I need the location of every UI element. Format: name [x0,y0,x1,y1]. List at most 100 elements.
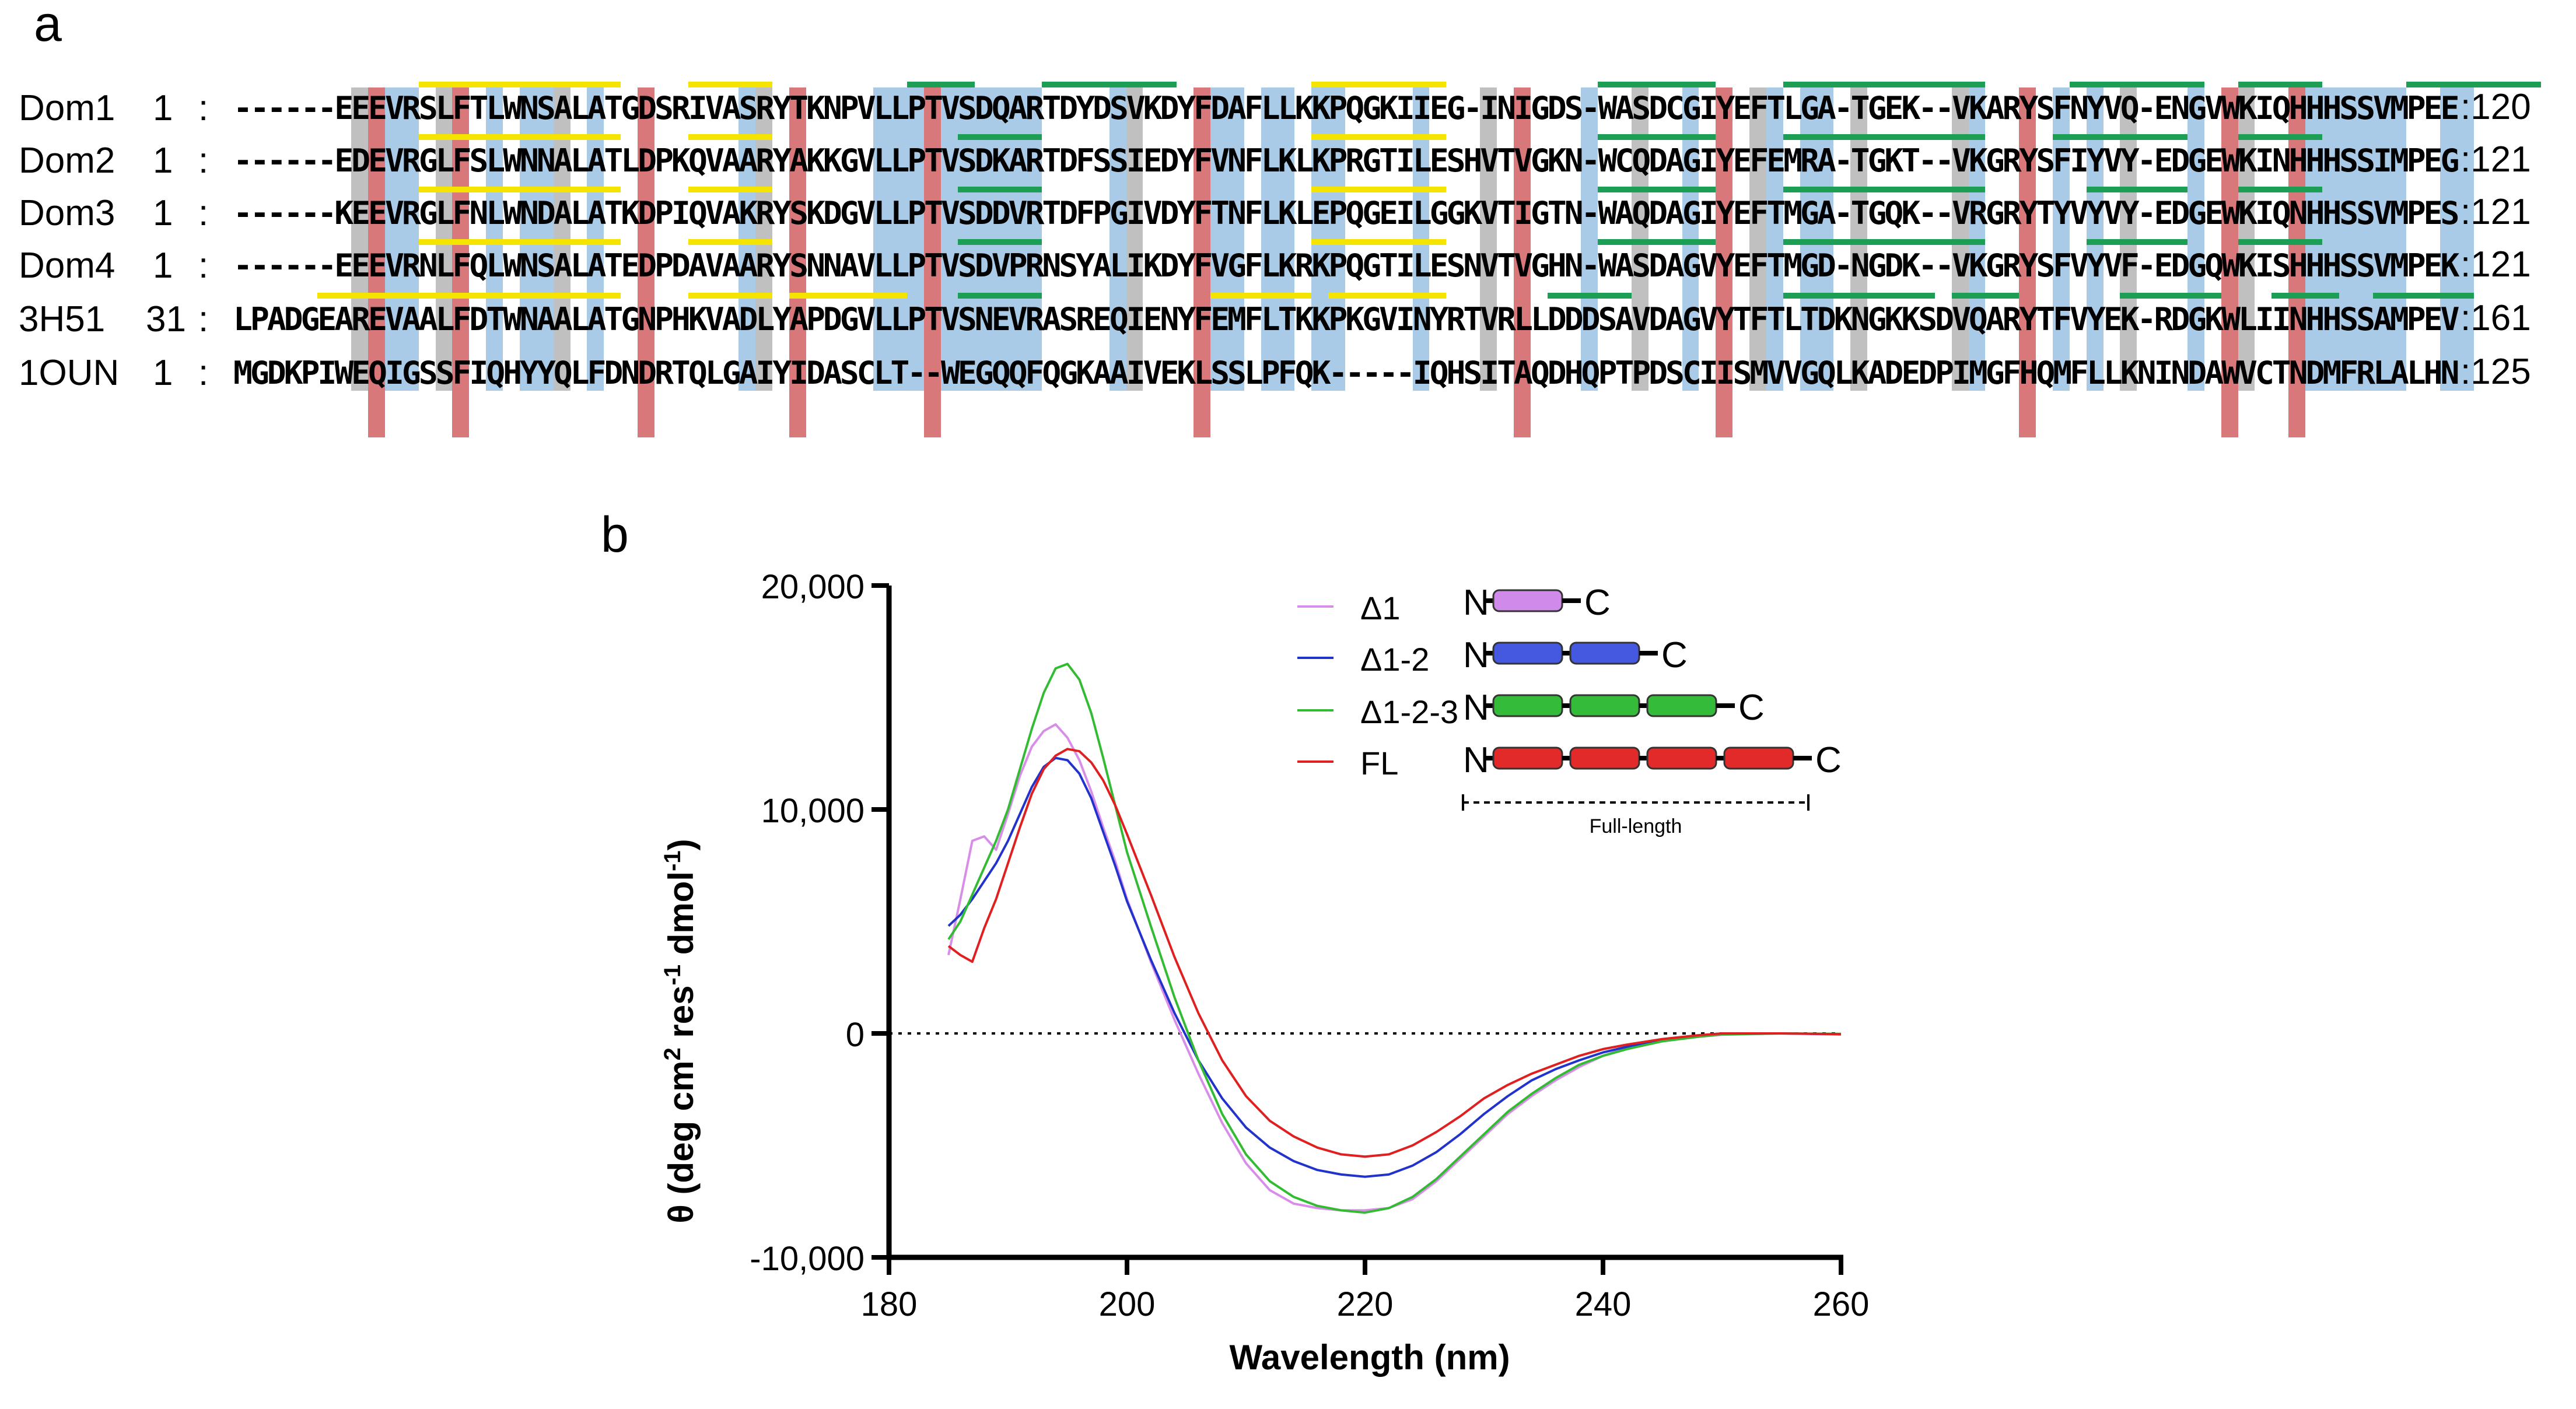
sequence-end: :161 [2460,298,2531,338]
y-axis-label-sup: 2 [660,1047,685,1060]
domain-block [1492,642,1563,665]
domain-block [1569,746,1640,770]
chart-labels: Wavelength (nm) θ (deg cm2 res-1 dmol-1) [660,839,1510,1377]
helix-bar [317,293,621,299]
series-line [947,756,1842,1178]
sequence-start: 1 [153,88,173,128]
sequence-name: Dom4 [19,246,116,286]
helix-bar [418,82,621,87]
x-tick-label: 240 [1575,1285,1632,1323]
helix-bar [688,187,773,192]
strand-bar [1783,187,1986,192]
x-tick-label: 260 [1813,1285,1870,1323]
helix-bar [1311,134,1447,140]
strand-bar [957,293,1042,299]
conservation-column [452,87,470,437]
strand-bar [2238,134,2322,140]
x-axis-label: Wavelength (nm) [1229,1338,1510,1377]
y-axis-label-sup: -1 [660,965,685,986]
domain-block [1646,694,1717,717]
sequence-colon: : [198,88,209,128]
strand-bar [957,239,1042,245]
sequence-residues: ------EEEVRNLFQLWNSALATEDPDAVAARYSNNAVLL… [233,247,2459,284]
conservation-column [2187,87,2204,391]
chart-legend: Δ1 Δ1-2 Δ1-2-3 FL [1297,590,1458,781]
sequence-end: :120 [2460,87,2531,127]
sequence-start: 1 [153,193,173,233]
conservation-column [1716,87,1733,437]
sequence-name: Dom3 [19,193,116,233]
sequence-name: Dom1 [19,88,116,128]
conservation-column [2221,87,2238,437]
sequence-end: :121 [2460,192,2531,232]
helix-bar [688,134,773,140]
sequence-colon: : [198,299,209,339]
helix-bar [418,239,621,245]
conservation-column [368,87,385,437]
sequence-start: 1 [153,246,173,286]
legend-label: Δ1-2-3 [1360,693,1458,730]
strand-bar [1783,134,1986,140]
sequence-start: 1 [153,141,173,181]
sequence-name: 1OUN [19,353,120,393]
domain-block [1569,642,1640,665]
series-line [947,663,1842,1214]
strand-bar [2372,293,2474,299]
conservation-column [1581,87,1598,391]
strand-bar [2406,82,2542,87]
conservation-column [1480,87,1497,391]
y-axis-label-theta: θ [662,1204,701,1223]
strand-bar [957,187,1042,192]
strand-bar [1598,82,1716,87]
c-terminus-label: C [1584,583,1611,623]
strand-bar [1042,82,1177,87]
domain-block [1492,589,1563,612]
y-tick-label: 0 [846,1016,864,1054]
c-terminus-label: C [1661,635,1688,675]
sequence-residues: LPADGEAREVAALFDTWNAALATGNPHKVADLYAPDGVLL… [233,301,2459,338]
conservation-column [1766,87,1783,391]
helix-bar [418,134,621,140]
conservation-column [1261,87,1295,391]
x-tick-label: 180 [861,1285,918,1323]
strand-bar [2238,82,2322,87]
helix-bar [688,293,773,299]
helix-bar [688,82,773,87]
strand-bar [2052,134,2188,140]
sequence-residues: MGDKPIWEQIGSSFIQHYYQLFDNDRTQLGAIYIDASCLT… [233,355,2459,391]
c-terminus-label: C [1738,688,1765,728]
sequence-colon: : [198,141,209,181]
helix-bar [418,187,621,192]
conservation-column [1210,87,1244,391]
strand-bar [2238,187,2322,192]
conservation-column [2305,87,2407,391]
series-line [947,748,1842,1158]
sequence-end: :125 [2460,352,2531,392]
series-line [947,723,1842,1212]
sequence-end: :121 [2460,139,2531,180]
strand-bar [1598,134,1716,140]
conservation-column [1194,87,1210,437]
sequence-colon: : [198,353,209,393]
sequence-residues: ------KEEVRGLFNLWNDALATKDPIQVAKRYSKDGVLL… [233,195,2459,232]
domain-block [1723,746,1794,770]
legend-label: FL [1360,745,1398,781]
strand-bar [1783,239,1986,245]
conservation-column [873,87,925,391]
conservation-column [924,87,941,437]
strand-bar [2120,293,2221,299]
y-axis-label-sup: -1 [660,850,685,871]
conservation-column [2288,87,2306,437]
helix-bar [1311,187,1447,192]
conservation-column [2440,87,2474,391]
helix-bar [1311,239,1447,245]
helix-bar [1311,82,1447,87]
domain-block [1492,694,1563,717]
sequence-start: 31 [146,299,186,339]
strand-bar [2238,239,2322,245]
c-terminus-label: C [1815,740,1842,780]
helix-bar [1210,293,1312,299]
domain-block [1646,746,1717,770]
